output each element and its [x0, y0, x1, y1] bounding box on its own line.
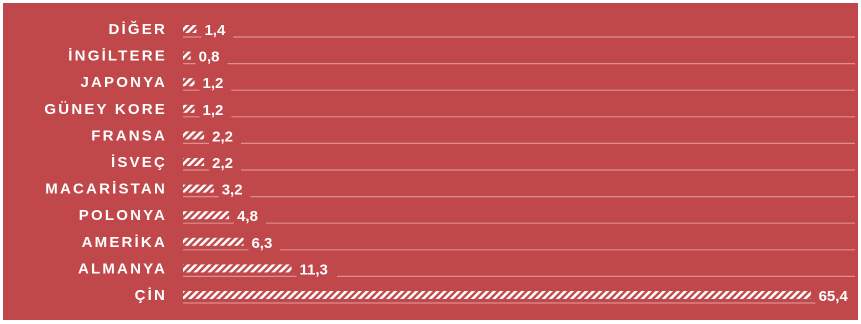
bar-macari̇stan: [183, 184, 214, 193]
category-label-i̇sveç: İSVEÇ: [111, 154, 167, 171]
value-label-japonya: 1,2: [203, 75, 224, 92]
bar-güney-kore: [183, 104, 195, 113]
value-label-çi̇n: 65,4: [819, 288, 849, 305]
bar-fransa: [183, 131, 205, 140]
value-label-background: [296, 260, 337, 280]
value-label-fransa: 2,2: [212, 128, 233, 145]
value-label-background: [815, 287, 856, 306]
bar-çi̇n: [183, 291, 811, 299]
value-label-background: [248, 233, 281, 253]
value-label-macari̇stan: 3,2: [222, 182, 243, 199]
category-label-macari̇stan: MACARİSTAN: [45, 181, 167, 198]
value-label-i̇ngi̇ltere: 0,8: [199, 49, 220, 66]
bar-chart: DİĞER 1,4 İNGİLTERE 0,8 JAPONYA 1,2 GÜNEY KORE…: [44, 20, 856, 306]
value-label-background: [199, 74, 232, 94]
bar-i̇sveç: [183, 158, 205, 166]
value-label-güney-kore: 1,2: [203, 102, 224, 119]
value-label-polonya: 4,8: [237, 208, 258, 225]
category-label-fransa: FRANSA: [91, 127, 167, 144]
chart-panel: DİĞER 1,4 İNGİLTERE 0,8 JAPONYA 1,2 GÜNEY KORE…: [3, 3, 858, 320]
value-label-ameri̇ka: 6,3: [251, 235, 272, 252]
bars: [183, 25, 811, 299]
category-label-polonya: POLONYA: [79, 207, 167, 224]
category-label-çi̇n: ÇİN: [135, 287, 167, 304]
value-label-almanya: 11,3: [299, 261, 327, 278]
value-label-background: [234, 207, 266, 227]
value-label-background: [195, 47, 228, 67]
category-label-di̇ğer: DİĞER: [108, 20, 167, 38]
category-label-güney-kore: GÜNEY KORE: [44, 101, 167, 118]
value-label-background: [201, 21, 234, 40]
labels: DİĞER 1,4 İNGİLTERE 0,8 JAPONYA 1,2 GÜNEY KORE…: [44, 20, 856, 306]
category-label-ameri̇ka: AMERİKA: [82, 234, 167, 251]
value-label-i̇sveç: 2,2: [212, 155, 233, 172]
value-label-background: [218, 180, 251, 200]
category-label-japonya: JAPONYA: [80, 74, 167, 91]
gridlines: [183, 36, 855, 304]
category-label-almanya: ALMANYA: [78, 260, 167, 277]
bar-i̇ngi̇ltere: [183, 51, 191, 60]
bar-polonya: [183, 211, 230, 220]
category-label-i̇ngi̇ltere: İNGİLTERE: [68, 48, 167, 65]
bar-almanya: [183, 264, 292, 273]
bar-di̇ğer: [183, 25, 197, 33]
value-label-background: [209, 127, 241, 147]
bar-ameri̇ka: [183, 237, 244, 246]
value-label-background: [209, 154, 241, 173]
value-label-di̇ğer: 1,4: [204, 22, 226, 39]
bar-japonya: [183, 78, 195, 87]
value-label-background: [199, 100, 232, 120]
